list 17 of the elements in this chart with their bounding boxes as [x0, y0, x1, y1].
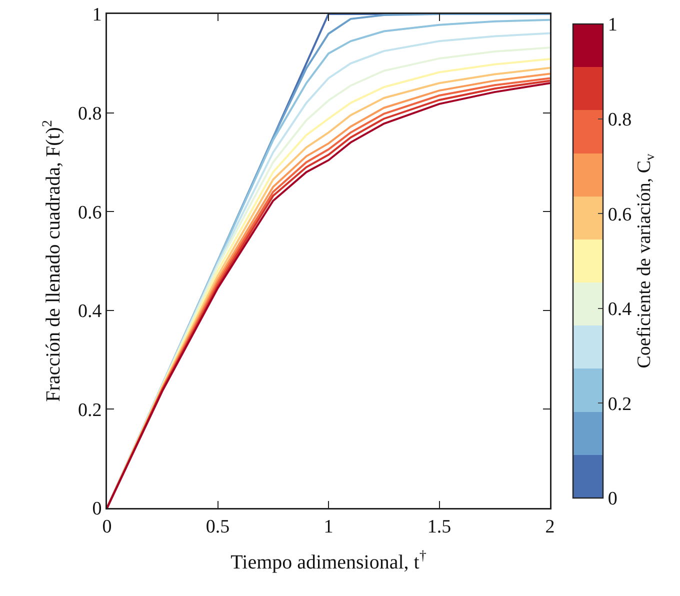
color-bar-label: 1 [608, 14, 618, 36]
x-axis-title: Tiempo adimensional, t$^{†}$ [230, 549, 426, 574]
color-bar-label: 0.4 [608, 299, 632, 320]
y-tick-label: 0.2 [78, 400, 102, 421]
x-tick-label: 1 [324, 516, 334, 538]
color-bar-label: 0.6 [608, 204, 632, 226]
color-bar-label: 0.2 [608, 394, 632, 415]
y-tick-label: 1 [92, 4, 102, 26]
color-bar-label: 0 [608, 488, 618, 510]
y-tick-label: 0 [92, 498, 102, 520]
y-tick-label: 0.6 [78, 202, 102, 224]
x-tick-label: 2 [545, 516, 555, 538]
color-bar-label: 0.8 [608, 109, 632, 130]
y-tick-label: 0.8 [78, 103, 102, 124]
y-tick-label: 0.4 [78, 301, 102, 322]
x-tick-label: 0.5 [206, 516, 230, 538]
x-tick-label: 1.5 [427, 516, 452, 538]
